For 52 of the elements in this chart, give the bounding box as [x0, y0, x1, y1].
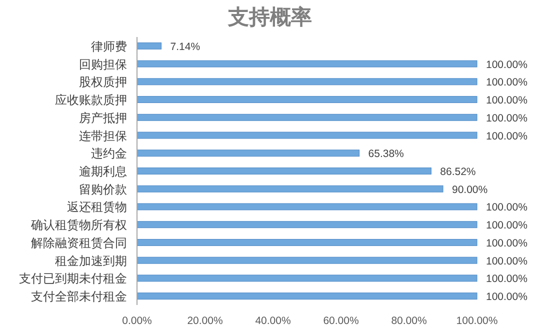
bar — [136, 96, 478, 103]
data-label: 100.00% — [486, 76, 528, 89]
x-tick-label: 40.00% — [255, 315, 291, 327]
y-tick-label: 回购担保 — [79, 57, 127, 72]
bar — [136, 256, 478, 264]
data-label: 100.00% — [486, 112, 528, 124]
x-tick-label: 80.00% — [391, 315, 427, 327]
bar — [136, 292, 478, 300]
y-tick-label: 应收账款质押 — [55, 93, 127, 108]
data-label: 100.00% — [486, 273, 528, 286]
bar — [136, 185, 444, 192]
bar — [136, 150, 360, 157]
data-label: 100.00% — [486, 220, 528, 232]
y-tick-label: 违约金 — [91, 146, 127, 161]
bar — [136, 42, 162, 50]
y-tick-label: 确认租赁物所有权 — [30, 218, 127, 232]
x-tick-label: 20.00% — [187, 315, 223, 327]
x-tick-label: 100.00% — [456, 315, 498, 327]
data-label: 86.52% — [440, 166, 476, 178]
data-label: 100.00% — [486, 291, 528, 304]
bar — [136, 168, 432, 174]
bar — [136, 78, 478, 86]
data-label: 100.00% — [486, 202, 528, 214]
data-label: 100.00% — [486, 94, 528, 107]
bar — [136, 274, 478, 282]
bar — [136, 221, 478, 228]
y-tick-label: 股权质押 — [79, 75, 127, 90]
bar — [136, 114, 478, 121]
data-label: 100.00% — [486, 58, 528, 71]
data-label: 65.38% — [368, 148, 404, 160]
data-label: 100.00% — [486, 130, 528, 142]
y-tick-label: 逾期利息 — [79, 164, 127, 178]
data-label: 100.00% — [486, 255, 528, 268]
chart-title: 支持概率 — [227, 5, 312, 29]
data-label: 90.00% — [452, 184, 488, 196]
data-label: 100.00% — [486, 237, 528, 250]
data-label: 7.14% — [170, 40, 200, 53]
y-tick-label: 支付已到期未付租金 — [19, 272, 127, 286]
y-tick-label: 律师费 — [91, 39, 127, 54]
bar — [136, 239, 478, 246]
x-tick-label: 60.00% — [323, 315, 359, 327]
y-tick-label: 解除融资租赁合同 — [31, 236, 127, 250]
y-tick-label: 支付全部未付租金 — [31, 290, 127, 304]
y-tick-label: 返还租赁物 — [67, 200, 127, 214]
bar — [136, 132, 478, 139]
y-tick-label: 租金加速到期 — [55, 254, 127, 268]
bar — [136, 60, 478, 68]
y-tick-label: 连带担保 — [79, 128, 127, 143]
y-tick-label: 留购价款 — [79, 182, 127, 196]
y-tick-label: 房产抵押 — [79, 110, 127, 125]
bar — [136, 203, 478, 210]
x-tick-label: 0.00% — [122, 315, 152, 327]
